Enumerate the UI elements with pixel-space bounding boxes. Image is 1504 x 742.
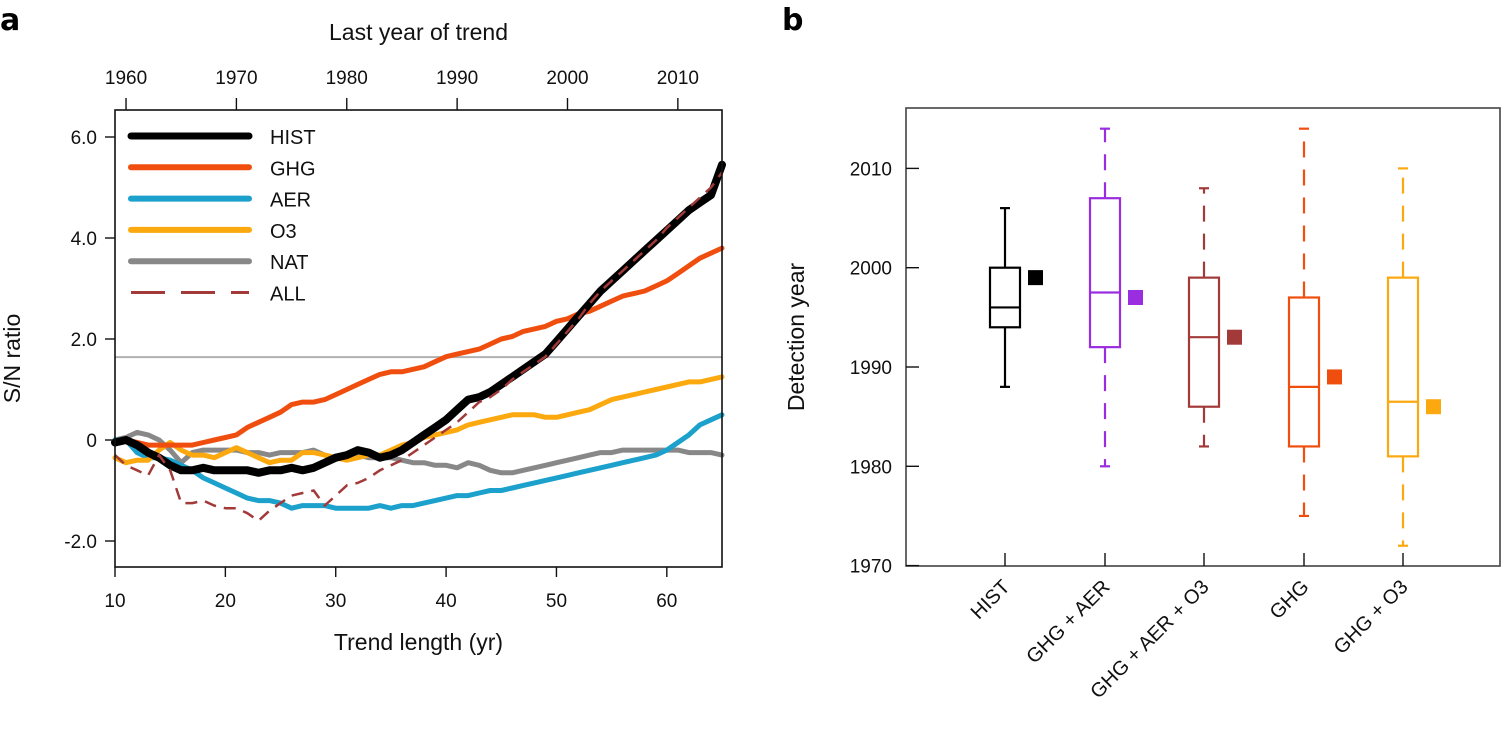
box-iqr: [988, 266, 1022, 329]
top-x-tick-label: 1970: [215, 68, 257, 89]
x-tick-label: 60: [656, 591, 677, 612]
legend-item-aer: AER: [128, 190, 311, 212]
legend-label: ALL: [270, 284, 306, 306]
legend-item-hist: HIST: [127, 127, 316, 149]
top-x-tick-label: 2010: [657, 68, 699, 89]
series-line-nat: [112, 429, 725, 476]
series-group: [111, 160, 726, 523]
x-tick-label: 20: [215, 591, 236, 612]
y-axis-title: S/N ratio: [0, 314, 25, 403]
marker-square: [1327, 369, 1342, 385]
box-hist: [988, 207, 1043, 388]
box-iqr: [1386, 276, 1420, 458]
x-tick-label: 30: [325, 591, 346, 612]
x-tick-label: 50: [546, 591, 567, 612]
panel-a-letter: a: [0, 3, 20, 38]
series-line-all: [114, 171, 724, 523]
legend-label: O3: [270, 221, 297, 243]
y-tick-label: -2.0: [64, 532, 97, 553]
box-iqr: [1088, 197, 1122, 349]
marker-square: [1227, 329, 1242, 345]
legend-item-nat: NAT: [128, 252, 309, 274]
series-line-aer: [112, 412, 725, 511]
y-tick-label: 6.0: [71, 128, 97, 149]
box-ghg: [1287, 127, 1342, 518]
y-tick-label-b: 1990: [850, 358, 892, 379]
y-tick-label-b: 1980: [850, 457, 892, 478]
y-tick-label: 4.0: [71, 229, 97, 250]
legend-item-all: ALL: [131, 284, 306, 306]
box-ghg-aer: [1088, 127, 1143, 468]
series-line-ghg: [112, 245, 725, 448]
top-x-tick-label: 1960: [105, 68, 147, 89]
y-tick-label-b: 2010: [850, 159, 892, 180]
x-tick-label: 40: [436, 591, 457, 612]
legend-item-ghg: GHG: [128, 158, 316, 180]
plot-frame-a: [114, 109, 723, 568]
x-axis-title: Trend length (yr): [334, 629, 503, 655]
axis-ticks-a: 10 20 30 40 50 60 -2.0 0 2.0 4.0 6.0 1960 1970 1980 19…: [64, 68, 699, 612]
box-ghg-o3: [1386, 167, 1441, 547]
marker-square: [1128, 289, 1143, 305]
y-tick-label-b: 1970: [850, 557, 892, 578]
legend: HIST GHG AER O3 NAT ALL: [127, 127, 316, 306]
legend-item-o3: O3: [128, 221, 297, 243]
y-axis-title-b: Detection year: [783, 263, 809, 412]
category-label: GHG + AER: [1022, 576, 1114, 668]
legend-label: HIST: [270, 127, 316, 149]
category-label: GHG: [1266, 576, 1314, 624]
category-label: HIST: [967, 576, 1015, 624]
top-x-tick-label: 2000: [546, 68, 588, 89]
top-x-tick-label: 1990: [436, 68, 478, 89]
legend-label: GHG: [270, 158, 316, 180]
top-axis-title: Last year of trend: [329, 19, 508, 45]
y-tick-label: 2.0: [71, 330, 97, 351]
top-x-tick-label: 1980: [326, 68, 368, 89]
legend-label: NAT: [270, 252, 309, 274]
y-tick-label-b: 2000: [850, 259, 892, 280]
marker-square: [1028, 270, 1043, 286]
series-line-hist: [111, 160, 726, 477]
box-iqr: [1287, 296, 1321, 448]
plot-frame-b: [905, 107, 1501, 567]
y-tick-label: 0: [86, 431, 97, 452]
legend-label: AER: [270, 190, 311, 212]
boxes-group: [988, 127, 1441, 547]
box-ghg-aer-o3: [1187, 187, 1242, 448]
panel-b-letter: b: [782, 3, 803, 38]
box-iqr: [1187, 276, 1221, 408]
category-label: GHG + O3: [1330, 576, 1413, 659]
marker-square: [1426, 399, 1441, 415]
panel-a-line-chart: 10 20 30 40 50 60 -2.0 0 2.0 4.0 6.0 1960 1970 1980 19…: [0, 19, 726, 655]
x-tick-label: 10: [104, 591, 125, 612]
